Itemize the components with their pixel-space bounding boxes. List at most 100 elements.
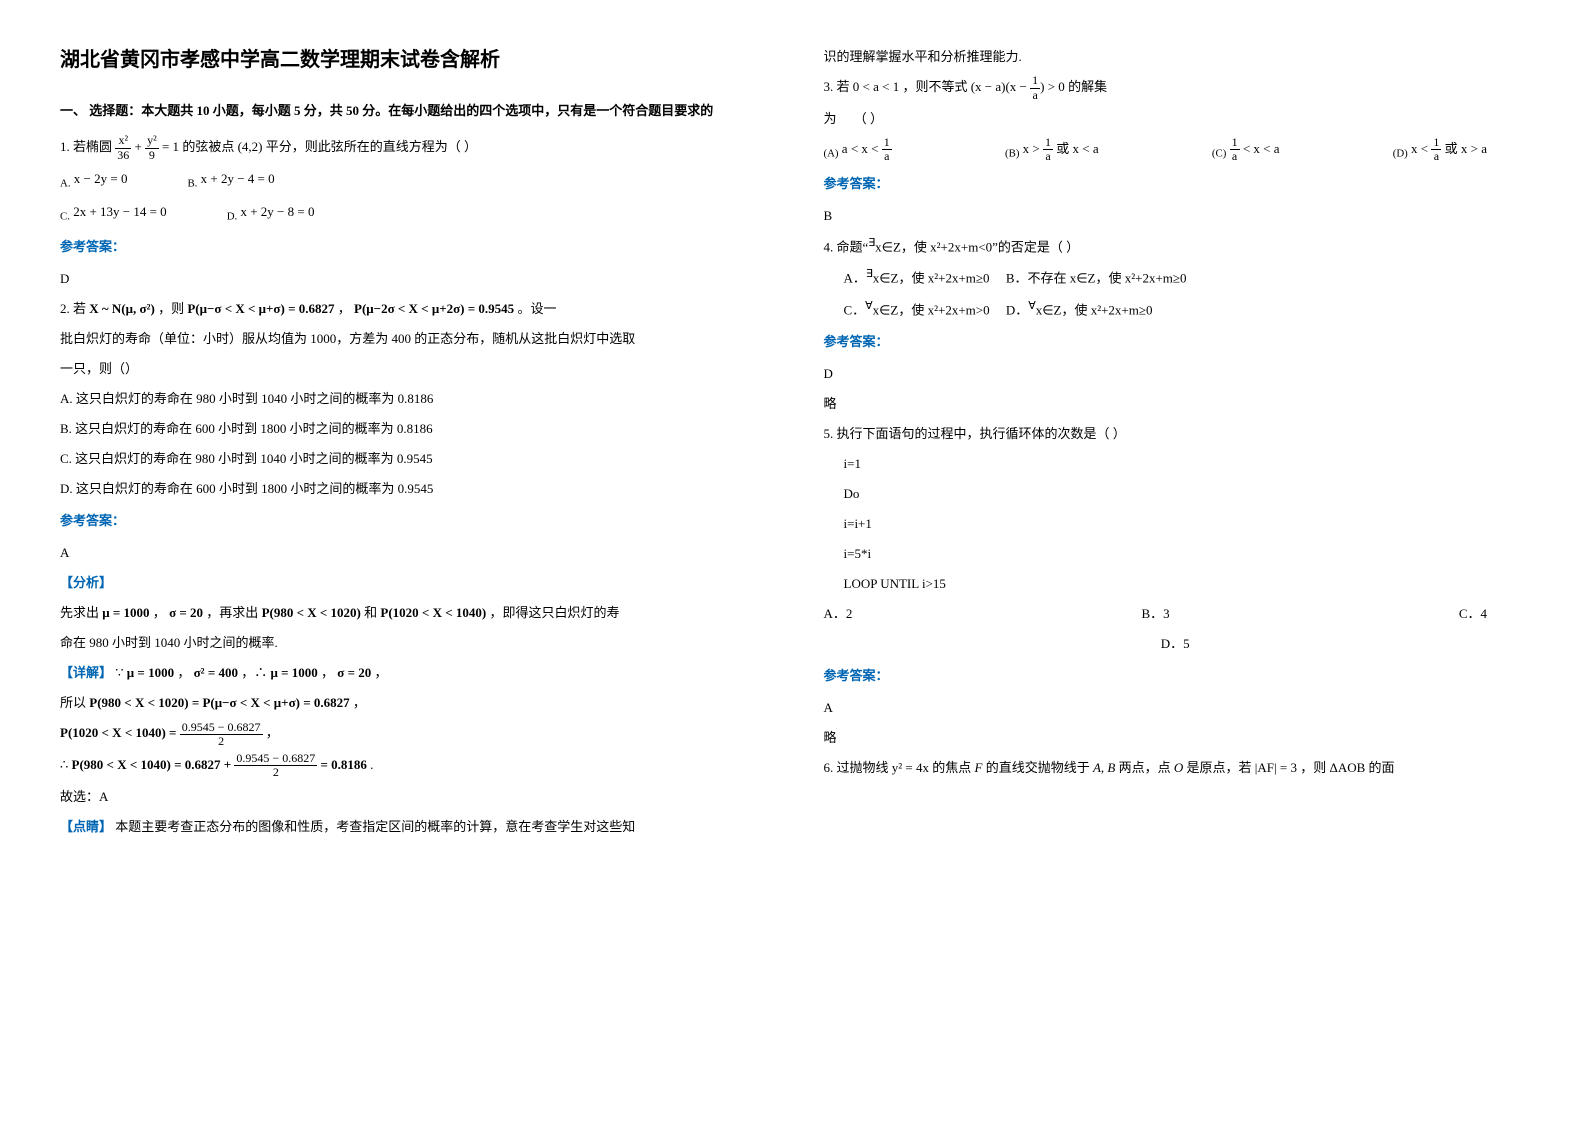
q1-optA: A. x − 2y = 0 (60, 166, 127, 195)
t: ， (153, 605, 166, 620)
q4-row2: C．∀x∈Z，使 x²+2x+m>0 D．∀x∈Z，使 x²+2x+m≥0 (824, 296, 1528, 323)
t: ∃ (866, 268, 873, 280)
q3-C: (C) 1a < x < a (1212, 136, 1280, 165)
q1-prefix: 1. 若椭圆 (60, 139, 112, 154)
t: P(1020 < X < 1040) (380, 605, 486, 620)
q2-line2: 批白炽灯的寿命（单位：小时）服从均值为 1000，方差为 400 的正态分布，随… (60, 326, 764, 352)
q2-f: P(1020 < X < 1040) = 0.9545 − 0.68272 ， (60, 720, 764, 748)
t: 为 (824, 111, 851, 126)
q2-analysis-label: 【分析】 (60, 570, 764, 596)
q2-line1: 2. 若 X ~ N(μ, σ²) ，则 P(μ−σ < X < μ+σ) = … (60, 296, 764, 322)
t: D． (1006, 302, 1028, 317)
t: A． (844, 271, 866, 286)
q2-line3: 一只，则（） (60, 356, 764, 382)
t: ， (321, 665, 334, 680)
t: . (370, 757, 373, 772)
q2-p2: P(μ−2σ < X < μ+2σ) = 0.9545 (354, 301, 514, 316)
q5-stem: 5. 执行下面语句的过程中，执行循环体的次数是（ ） (824, 421, 1528, 447)
q1-row2: C. 2x + 13y − 14 = 0 D. x + 2y − 8 = 0 (60, 199, 764, 228)
t: x∈Z，使 x²+2x+m≥0 (1036, 302, 1153, 317)
q2-mid1: ，则 (158, 301, 184, 316)
q2-suffix: 。设一 (517, 301, 556, 316)
t: 先求出 (60, 605, 99, 620)
t: P(980 < X < 1020) = P(μ−σ < X < μ+σ) = 0… (89, 695, 349, 710)
note-label: 【点睛】 (60, 819, 112, 834)
t: ，∴ (241, 665, 267, 680)
q2-note2: 识的理解掌握水平和分析推理能力. (824, 44, 1528, 70)
q4-ans-label: 参考答案： (824, 329, 1528, 355)
t: B．不存在 x∈Z，使 x²+2x+m≥0 (1006, 271, 1187, 286)
t: 的直线交抛物线于 (986, 760, 1093, 775)
q5-l2: Do (824, 481, 1528, 507)
t: 6. 过抛物线 (824, 760, 889, 775)
q5-C: C．4 (1459, 601, 1487, 627)
t: 的解集 (1068, 79, 1107, 94)
q5-A: A．2 (824, 601, 853, 627)
t: F (975, 760, 983, 775)
t: 两点，点 (1119, 760, 1174, 775)
t: |AF| = 3 (1255, 760, 1297, 775)
t: ， (266, 725, 279, 740)
q6-stem: 6. 过抛物线 y² = 4x 的焦点 F 的直线交抛物线于 A, B 两点，点… (824, 755, 1528, 781)
q1-stem: 1. 若椭圆 x²36 + y²9 = 1 的弦被点 (4,2) 平分，则此弦所… (60, 134, 764, 162)
t: ，即得这只白炽灯的寿 (489, 605, 619, 620)
t: (x − a)(x − (971, 79, 1030, 94)
t: ， (353, 695, 366, 710)
t: σ = 20 (337, 665, 371, 680)
q4-stem: 4. 命题“∃x∈Z，使 x²+2x+m<0”的否定是（ ） (824, 233, 1528, 260)
q1-row1: A. x − 2y = 0 B. x + 2y − 4 = 0 (60, 166, 764, 195)
t: x∈Z，使 x²+2x+m>0 (873, 302, 990, 317)
q1-ans-label: 参考答案： (60, 234, 764, 260)
t: ， (177, 665, 190, 680)
q3-D: (D) x < 1a 或 x > a (1393, 136, 1487, 165)
q1-optC: C. 2x + 13y − 14 = 0 (60, 199, 167, 228)
q2-prefix: 2. 若 (60, 301, 86, 316)
q2-c: C. 这只白炽灯的寿命在 980 小时到 1040 小时之间的概率为 0.954… (60, 446, 764, 472)
t: O (1174, 760, 1183, 775)
q2-p1: P(μ−σ < X < μ+σ) = 0.6827 (187, 301, 334, 316)
t: 所以 (60, 695, 86, 710)
q2-note: 【点睛】 本题主要考查正态分布的图像和性质，考查指定区间的概率的计算，意在考查学… (60, 814, 764, 840)
frac: 0.9545 − 0.68272 (234, 752, 317, 779)
t: μ = 1000 (127, 665, 174, 680)
frac: 0.9545 − 0.68272 (180, 721, 263, 748)
q2-g: ∴ P(980 < X < 1040) = 0.6827 + 0.9545 − … (60, 752, 764, 780)
t: P(980 < X < 1040) (72, 757, 171, 772)
q5-ans-label: 参考答案： (824, 663, 1528, 689)
t: μ = 1000 (102, 605, 149, 620)
t: P(980 < X < 1020) (262, 605, 361, 620)
frac: 1a (1030, 74, 1040, 101)
q4-ans: D (824, 361, 1528, 387)
t: σ² = 400 (194, 665, 238, 680)
t: 的面 (1369, 760, 1395, 775)
q1-ellipse: x²36 (115, 134, 131, 161)
q2-detail: 【详解】 ∵ μ = 1000 ， σ² = 400 ，∴ μ = 1000 ，… (60, 660, 764, 686)
q5-B: B．3 (1142, 601, 1170, 627)
q3-opts: (A) a < x < 1a (B) x > 1a 或 x < a (C) 1a… (824, 136, 1528, 165)
t: 3. 若 (824, 79, 850, 94)
left-column: 湖北省黄冈市孝感中学高二数学理期末试卷含解析 一、 选择题：本大题共 10 小题… (60, 40, 764, 844)
q2-comma: ， (338, 301, 351, 316)
q4-brief: 略 (824, 391, 1528, 417)
q3-line2: 为 （ ） (824, 106, 1528, 132)
q3-stem: 3. 若 0 < a < 1 ，则不等式 (x − a)(x − 1a) > 0… (824, 74, 1528, 102)
t: y² = 4x (892, 760, 929, 775)
t: σ = 20 (169, 605, 203, 620)
q2-a: A. 这只白炽灯的寿命在 980 小时到 1040 小时之间的概率为 0.818… (60, 386, 764, 412)
q2-dist: X ~ N(μ, σ²) (89, 301, 155, 316)
q4-row1: A．∃x∈Z，使 x²+2x+m≥0 B．不存在 x∈Z，使 x²+2x+m≥0 (824, 264, 1528, 291)
t: ) > 0 (1040, 79, 1065, 94)
t: x∈Z，使 x²+2x+m<0”的否定是（ ） (875, 239, 1079, 254)
q5-l5: LOOP UNTIL i>15 (824, 571, 1528, 597)
q2-pick: 故选：A (60, 784, 764, 810)
q1-mid: 的弦被点 (182, 139, 234, 154)
section-1-head: 一、 选择题：本大题共 10 小题，每小题 5 分，共 50 分。在每小题给出的… (60, 98, 764, 124)
q5-l3: i=i+1 (824, 511, 1528, 537)
q5-ans: A (824, 695, 1528, 721)
q1-ans: D (60, 266, 764, 292)
t: ΔAOB (1329, 760, 1365, 775)
t: ∀ (865, 300, 872, 312)
q5-opts1: A．2 B．3 C．4 (824, 601, 1528, 627)
t: ∵ (115, 665, 123, 680)
t: x∈Z，使 x²+2x+m≥0 (873, 271, 990, 286)
